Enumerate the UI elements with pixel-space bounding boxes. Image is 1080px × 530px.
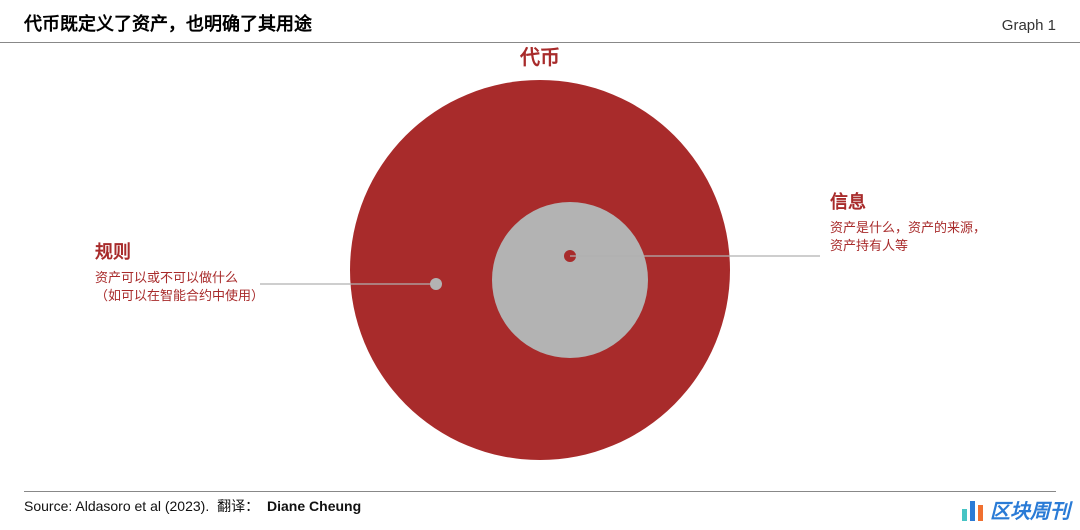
left-callout-title: 规则 (95, 241, 131, 262)
graph-number: Graph 1 (1002, 17, 1056, 34)
source-text: Source: Aldasoro et al (2023). (24, 498, 209, 514)
right-callout-desc1: 资产是什么，资产的来源， (830, 220, 986, 235)
inner-circle (492, 202, 648, 358)
right-callout-desc2: 资产持有人等 (830, 238, 908, 253)
footer-bar: Source: Aldasoro et al (2023). 翻译： Diane… (24, 491, 1056, 516)
translate-label: 翻译： (217, 498, 259, 514)
outer-circle-label: 代币 (519, 46, 560, 69)
token-diagram: 代币规则资产可以或不可以做什么 （如可以在智能合约中使用） 信息资产是什么，资产的来… (0, 40, 1080, 480)
right-callout-title: 信息 (830, 191, 866, 212)
left-callout-desc1: 资产可以或不可以做什么 (95, 270, 238, 285)
translator-name: Diane Cheung (267, 498, 361, 514)
page-title: 代币既定义了资产，也明确了其用途 (24, 10, 312, 36)
header-bar: 代币既定义了资产，也明确了其用途 Graph 1 (0, 10, 1080, 43)
left-callout-desc2: （如可以在智能合约中使用） (95, 288, 264, 303)
left-callout-dot (430, 278, 442, 290)
